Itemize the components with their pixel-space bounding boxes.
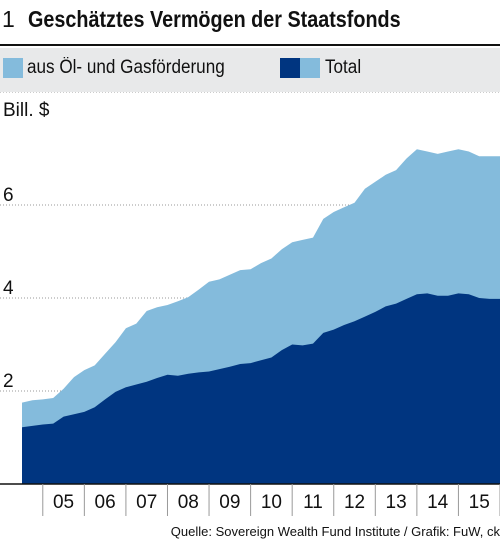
x-tick-label-07: 07	[136, 492, 157, 513]
legend-swatch-total-2	[300, 58, 320, 78]
x-tick-label-13: 13	[386, 492, 407, 513]
y-tick-label-6: 6	[3, 185, 14, 206]
x-tick-label-06: 06	[95, 492, 116, 513]
legend-swatch-total	[3, 58, 23, 78]
title-row: 1 Geschätztes Vermögen der Staatsfonds	[0, 0, 500, 44]
x-tick-label-14: 14	[427, 492, 449, 513]
x-tick-label-09: 09	[219, 492, 240, 513]
area-oil-gas	[22, 293, 500, 484]
legend-label-total: Total	[325, 57, 362, 78]
x-tick-label-08: 08	[178, 492, 199, 513]
x-tick-label-05: 05	[53, 492, 74, 513]
chart-area: Bill. $ 2 4 6 05 06 07 08 09 10 11 12 13 14 15	[0, 92, 500, 516]
x-tick-label-11: 11	[303, 492, 323, 513]
x-ticks: 05 06 07 08 09 10 11 12 13 14 15	[0, 483, 500, 516]
chart-title: Geschätztes Vermögen der Staatsfonds	[28, 6, 401, 32]
x-tick-label-10: 10	[261, 492, 282, 513]
figure-number: 1	[2, 6, 15, 32]
legend-label-oil-gas: aus Öl- und Gasförderung	[27, 57, 225, 78]
y-axis-label: Bill. $	[3, 100, 50, 121]
legend-swatch-oil-gas	[280, 58, 300, 78]
source-note: Quelle: Sovereign Wealth Fund Institute …	[170, 524, 500, 539]
x-tick-label-15: 15	[469, 492, 490, 513]
y-tick-label-4: 4	[3, 278, 14, 299]
legend: aus Öl- und Gasförderung Total	[0, 48, 500, 92]
y-ticks: 2 4 6	[3, 185, 14, 392]
y-tick-label-2: 2	[3, 371, 14, 392]
x-tick-label-12: 12	[344, 492, 365, 513]
title-rule	[0, 44, 500, 46]
